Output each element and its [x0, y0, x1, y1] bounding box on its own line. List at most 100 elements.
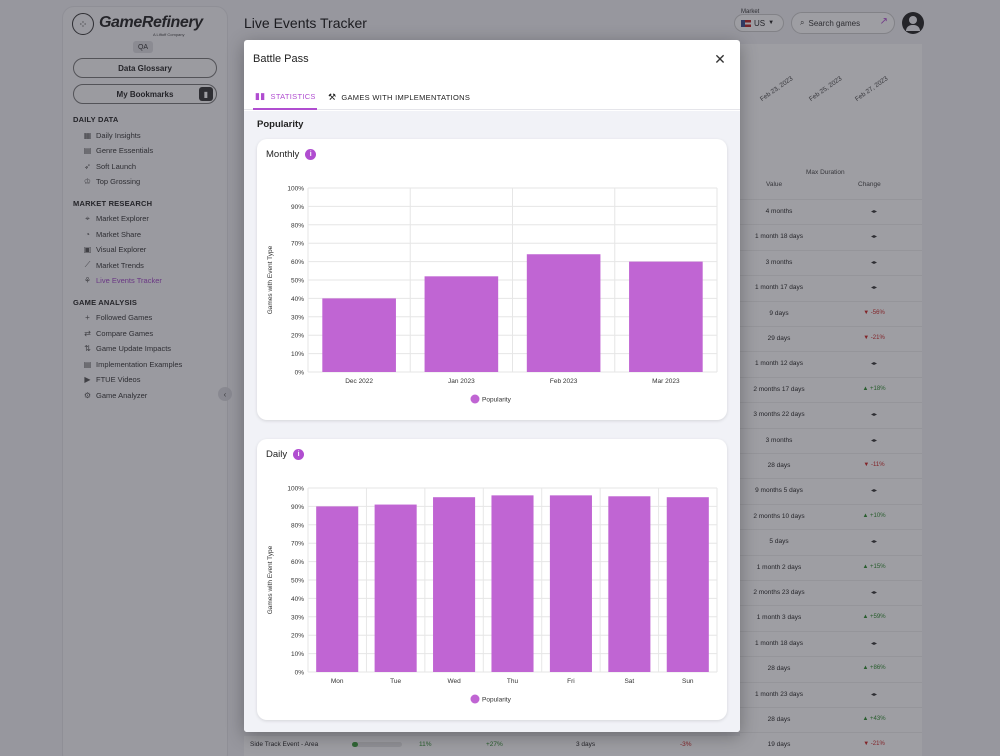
table-row-change: ◂▸	[848, 411, 900, 418]
daily-title-text: Daily	[266, 449, 288, 460]
pie-icon: ◔	[85, 229, 90, 239]
sidebar-item-implementation-examples[interactable]: ▤ Implementation Examples	[83, 359, 183, 369]
x-tick-label: Wed	[447, 678, 461, 685]
y-tick-label: 0%	[295, 670, 305, 677]
sidebar-item-label: Followed Games	[96, 313, 153, 322]
sidebar-item-label: Soft Launch	[96, 161, 137, 171]
y-tick-label: 30%	[291, 614, 304, 621]
change-value: -21%	[870, 741, 885, 748]
no-change-icon: ◂▸	[870, 412, 878, 419]
sidebar-item-top-grossing[interactable]: ♔ Top Grossing	[83, 177, 140, 186]
bottom-row-change1: +27%	[486, 741, 503, 748]
table-row-divider	[740, 453, 922, 454]
sidebar-item-label: FTUE Videos	[96, 375, 141, 384]
arrow-down-icon: ▼	[863, 741, 871, 748]
sidebar-item-label: Genre Essentials	[96, 146, 154, 155]
table-row-value: 4 months	[765, 208, 793, 215]
change-value: +86%	[870, 665, 886, 672]
y-tick-label: 50%	[291, 578, 304, 585]
sidebar-item-market-explorer[interactable]: ⌖ Market Explorer	[83, 213, 149, 224]
change-value: +43%	[870, 716, 886, 722]
info-icon[interactable]: i	[305, 149, 317, 160]
table-row-change: ◂▸	[848, 233, 900, 240]
table-row-change: ▲ +18%	[848, 386, 900, 392]
impact-icon: ⇅	[84, 344, 91, 353]
table-header-col-change: Change	[858, 181, 881, 188]
table-row-divider	[740, 402, 922, 404]
sidebar-item-game-update-impacts[interactable]: ⇅ Game Update Impacts	[83, 344, 171, 353]
sidebar-item-label: Daily Insights	[96, 130, 141, 140]
analyzer-icon: ⚙	[83, 390, 92, 400]
x-tick-label: Sat	[624, 678, 634, 685]
trophy-icon: ♔	[83, 177, 92, 186]
table-row-divider	[740, 554, 922, 556]
sidebar-item-market-trends[interactable]: ⟋ Market Trends	[83, 260, 144, 270]
table-row-divider	[740, 199, 922, 200]
legend-swatch	[470, 694, 480, 704]
compass-icon: ⌖	[85, 213, 90, 223]
info-icon[interactable]: i	[293, 449, 305, 460]
sidebar-item-game-analyzer[interactable]: ⚙ Game Analyzer	[83, 391, 147, 400]
market-select[interactable]: US ▼	[734, 14, 784, 32]
table-row-change: ▲ +86%	[848, 665, 900, 671]
close-icon[interactable]: ✕	[714, 50, 726, 67]
no-change-icon: ◂▸	[870, 437, 878, 444]
sidebar-item-compare-games[interactable]: ⇄ Compare Games	[83, 329, 153, 338]
sidebar-item-ftue-videos[interactable]: ▶ FTUE Videos	[83, 375, 140, 384]
y-tick-label: 70%	[291, 541, 304, 548]
sidebar-item-visual-explorer[interactable]: ▣ Visual Explorer	[83, 245, 147, 254]
sidebar-item-followed-games[interactable]: + Followed Games	[83, 313, 152, 322]
change-value: +59%	[870, 614, 886, 621]
x-tick-label: Mar 2023	[652, 378, 680, 385]
search-games-input[interactable]: ⌕ Search games ↗	[791, 12, 895, 34]
market-value: US	[754, 18, 766, 28]
chevron-down-icon: ▼	[768, 20, 775, 26]
chart-bar	[526, 254, 601, 372]
data-glossary-button[interactable]: Data Glossary	[73, 58, 217, 78]
chart-icon: ▦	[83, 130, 92, 140]
sidebar-item-label: Market Trends	[96, 260, 144, 270]
table-row-change: ◂▸	[848, 208, 900, 215]
sidebar-item-market-share[interactable]: ◔ Market Share	[83, 230, 141, 239]
table-row-change: ◂▸	[848, 284, 900, 291]
bottom-row-pct: 11%	[419, 741, 432, 748]
logo[interactable]: GameRefinery	[99, 14, 203, 31]
y-tick-label: 100%	[287, 186, 304, 193]
change-value: +15%	[870, 563, 886, 570]
sidebar-item-live-events-tracker[interactable]: ⚘ Live Events Tracker	[83, 276, 162, 285]
sidebar-item-genre-essentials[interactable]: ▤ Genre Essentials	[83, 146, 153, 155]
sidebar-item-daily-insights[interactable]: ▦ Daily Insights	[83, 131, 141, 140]
arrow-down-icon: ▼	[863, 462, 872, 468]
search-icon: ⌕	[800, 18, 805, 27]
sidebar-item-label: Implementation Examples	[96, 359, 183, 369]
my-bookmarks-button[interactable]: My Bookmarks ▮	[73, 84, 217, 104]
tab-statistics[interactable]: ▮▮ STATISTICS	[253, 84, 317, 110]
table-row-divider	[740, 605, 922, 607]
arrow-up-icon: ▲	[862, 512, 871, 519]
x-tick-label: Tue	[390, 678, 401, 685]
table-row-change: ◂▸	[848, 487, 900, 494]
table-row-change: ◂▸	[848, 691, 900, 698]
tab-games-with-implementations[interactable]: ⚒ GAMES WITH IMPLEMENTATIONS	[328, 84, 470, 110]
sidebar-item-label: Market Explorer	[96, 214, 149, 223]
table-row-value: 5 days	[769, 538, 789, 546]
collapse-sidebar-icon[interactable]: ‹	[218, 387, 232, 401]
monthly-bar-chart: 0% 10% 20% 30% 40% 50% 60% 70% 80% 90% 100% Dec 202…	[267, 186, 718, 404]
y-tick-label: 80%	[291, 522, 304, 529]
modal-body[interactable]: Popularity Monthly i 0% 10% 20% 30% 40% 50% 60…	[244, 111, 740, 732]
sidebar-item-soft-launch[interactable]: ➶ Soft Launch	[83, 162, 136, 171]
table-row-divider	[740, 580, 922, 581]
user-avatar[interactable]	[902, 12, 924, 34]
search-placeholder: Search games	[808, 18, 861, 28]
table-row-value: 28 days	[767, 716, 791, 723]
y-tick-label: 70%	[291, 241, 304, 248]
external-link-icon[interactable]: ↗	[879, 16, 888, 27]
table-row-value: 2 months 10 days	[753, 512, 805, 520]
arrow-down-icon: ▼	[863, 309, 871, 316]
tab-statistics-label: STATISTICS	[270, 91, 316, 101]
video-icon: ▶	[84, 375, 91, 384]
change-value: +18%	[870, 385, 886, 392]
table-row-change: ◂▸	[848, 437, 900, 444]
menu-icon[interactable]: ⁘	[72, 13, 94, 35]
table-row-change: ◂▸	[848, 640, 900, 647]
